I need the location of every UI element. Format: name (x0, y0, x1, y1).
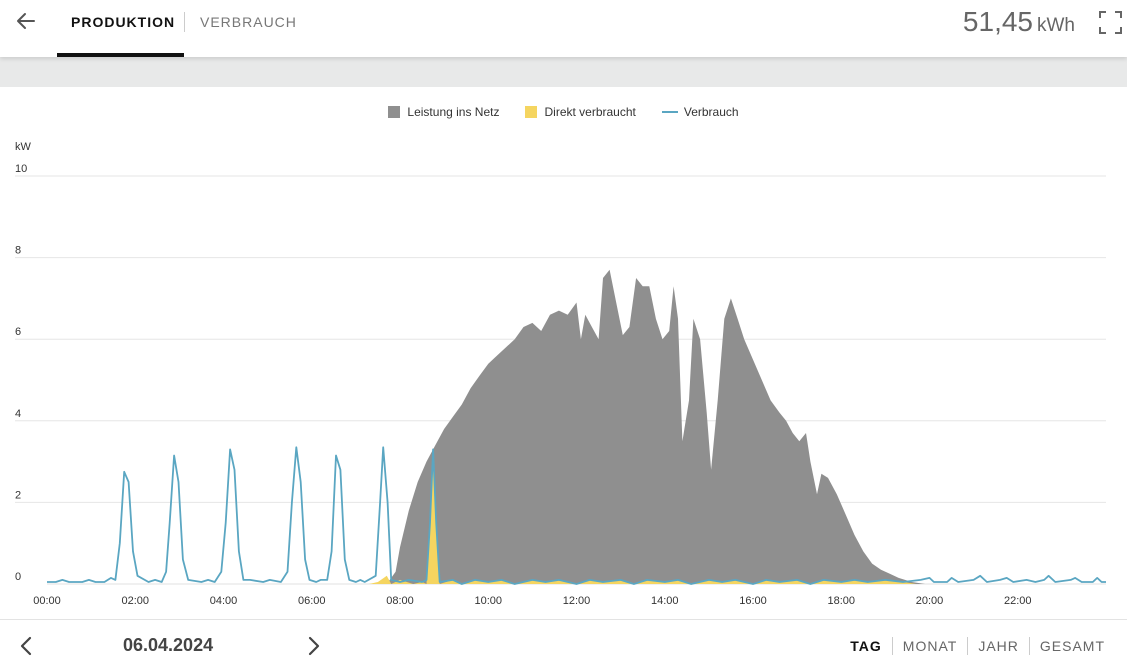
x-tick-label: 10:00 (474, 595, 502, 607)
x-tick-label: 18:00 (827, 595, 855, 607)
y-axis-unit: kW (15, 141, 31, 153)
x-tick-label: 02:00 (121, 595, 149, 607)
period-separator (1028, 637, 1030, 655)
total-energy: 51,45 kWh (963, 6, 1075, 38)
chart-series (47, 269, 1106, 585)
x-tick-label: 04:00 (210, 595, 238, 607)
y-tick-label: 6 (15, 326, 21, 338)
legend-item-verbrauch[interactable]: Verbrauch (661, 105, 739, 119)
tab-verbrauch[interactable]: VERBRAUCH (200, 14, 297, 30)
back-button[interactable] (12, 8, 40, 34)
series-verbrauch-line (47, 446, 1106, 585)
bottom-bar: 06.04.2024 TAG MONAT JAHR GESAMT (0, 619, 1127, 657)
legend-swatch-yellow (525, 106, 538, 118)
period-tab-gesamt[interactable]: GESAMT (1039, 638, 1105, 654)
y-tick-label: 10 (15, 163, 27, 175)
y-tick-label: 0 (15, 571, 21, 583)
period-tab-jahr[interactable]: JAHR (978, 638, 1019, 654)
chevron-left-icon (20, 636, 32, 656)
chevron-right-icon (308, 636, 320, 656)
x-tick-label: 16:00 (739, 595, 767, 607)
active-tab-indicator (57, 53, 184, 57)
x-tick-label: 00:00 (33, 595, 61, 607)
previous-day-button[interactable] (16, 635, 36, 657)
selected-date[interactable]: 06.04.2024 (123, 635, 214, 655)
chart-legend: Leistung ins Netz Direkt verbraucht Verb… (0, 105, 1127, 119)
next-day-button[interactable] (304, 635, 324, 657)
period-tab-monat[interactable]: MONAT (902, 638, 958, 654)
total-energy-value: 51,45 (962, 6, 1033, 37)
power-chart: 0 2 4 6 8 10 00:00 02:00 04:00 06:00 08:00 10:00 12:… (15, 163, 1106, 607)
period-separator (891, 637, 893, 655)
y-tick-label: 8 (15, 245, 21, 257)
fullscreen-button[interactable] (1098, 10, 1123, 35)
period-separator (967, 637, 969, 655)
legend-label: Direkt verbraucht (544, 105, 636, 119)
legend-label: Verbrauch (683, 105, 739, 119)
x-tick-label: 14:00 (651, 595, 679, 607)
y-tick-label: 4 (15, 408, 21, 420)
legend-label: Leistung ins Netz (407, 105, 500, 119)
x-tick-label: 06:00 (298, 595, 326, 607)
period-selector: TAG MONAT JAHR GESAMT (840, 637, 1115, 655)
top-bar: PRODUKTION VERBRAUCH 51,45 kWh (0, 0, 1127, 57)
total-energy-unit: kWh (1037, 15, 1075, 36)
period-tab-tag[interactable]: TAG (850, 638, 882, 654)
x-tick-label: 20:00 (916, 595, 944, 607)
header-spacer (0, 57, 1127, 87)
series-leistung-ins-netz-area (386, 269, 926, 584)
legend-swatch-gray (388, 106, 401, 118)
legend-item-direkt-verbraucht[interactable]: Direkt verbraucht (525, 105, 636, 119)
fullscreen-icon (1099, 11, 1122, 34)
y-tick-label: 2 (15, 489, 21, 501)
x-tick-label: 12:00 (563, 595, 591, 607)
tab-separator (184, 12, 185, 32)
tab-produktion[interactable]: PRODUKTION (71, 14, 176, 30)
chart-tick-labels: 0 2 4 6 8 10 00:00 02:00 04:00 06:00 08:00 10:00 12:… (15, 163, 1032, 607)
legend-item-leistung-ins-netz[interactable]: Leistung ins Netz (388, 105, 499, 119)
x-tick-label: 22:00 (1004, 595, 1032, 607)
x-tick-label: 08:00 (386, 595, 414, 607)
arrow-left-icon (17, 13, 35, 29)
legend-swatch-line (661, 111, 678, 113)
